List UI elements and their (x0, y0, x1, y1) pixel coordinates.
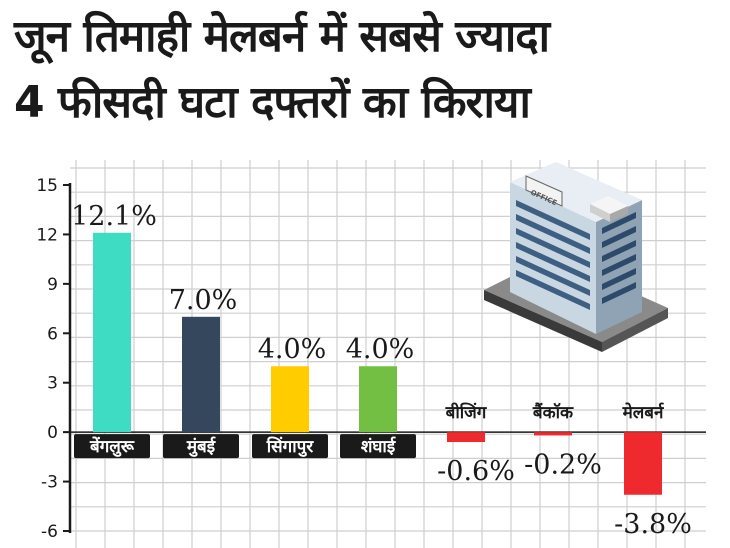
bar (93, 232, 131, 433)
office-building-icon: OFFICE (484, 162, 668, 352)
y-tick-label: -3 (41, 473, 58, 493)
bars (93, 232, 662, 495)
headline-line-2: 4 फीसदी घटा दफ्तरों का किराया (14, 77, 531, 128)
headline: जून तिमाही मेलबर्न में सबसे ज्यादा 4 फीस… (14, 4, 719, 136)
y-tick-label: 15 (36, 176, 58, 196)
value-label: 12.1% (71, 201, 157, 232)
bar (624, 432, 662, 495)
bar (534, 432, 572, 436)
y-tick-label: 12 (36, 225, 58, 245)
value-labels: 12.1% 7.0% 4.0% 4.0% -0.6% -0.2% -3.8% (71, 201, 692, 540)
category-label: बीजिंग (445, 402, 488, 423)
value-label: -3.8% (614, 509, 692, 540)
category-label: मुंबई (186, 436, 216, 457)
bar (182, 316, 220, 433)
category-label: बेंगलुरू (89, 436, 135, 457)
category-label-bg (163, 434, 239, 459)
category-labels: बेंगलुरू मुंबई सिंगापुर शंघाई बीजिंग बैंकॉक मे… (74, 402, 665, 459)
bar (271, 366, 309, 433)
value-label: -0.6% (437, 456, 515, 487)
category-label: शंघाई (361, 436, 396, 457)
category-label: बैंकॉक (532, 402, 574, 423)
bar (447, 432, 485, 443)
value-label: 7.0% (169, 285, 238, 316)
category-label-bg (340, 434, 416, 459)
y-tick-label: -6 (41, 522, 58, 542)
y-tick-label: 0 (47, 423, 58, 443)
y-tick-label: 9 (47, 275, 58, 295)
category-label-bg (74, 434, 150, 459)
category-label-bg (252, 434, 328, 459)
category-label: सिंगापुर (266, 436, 315, 457)
y-tick-label: 6 (47, 324, 58, 344)
category-label: मेलबर्न (622, 402, 665, 423)
bar (359, 366, 397, 433)
value-label: 4.0% (258, 334, 327, 365)
value-label: -0.2% (524, 449, 602, 480)
value-label: 4.0% (346, 334, 415, 365)
headline-line-1: जून तिमाही मेलबर्न में सबसे ज्यादा (14, 11, 550, 62)
y-tick-label: 3 (47, 374, 58, 394)
